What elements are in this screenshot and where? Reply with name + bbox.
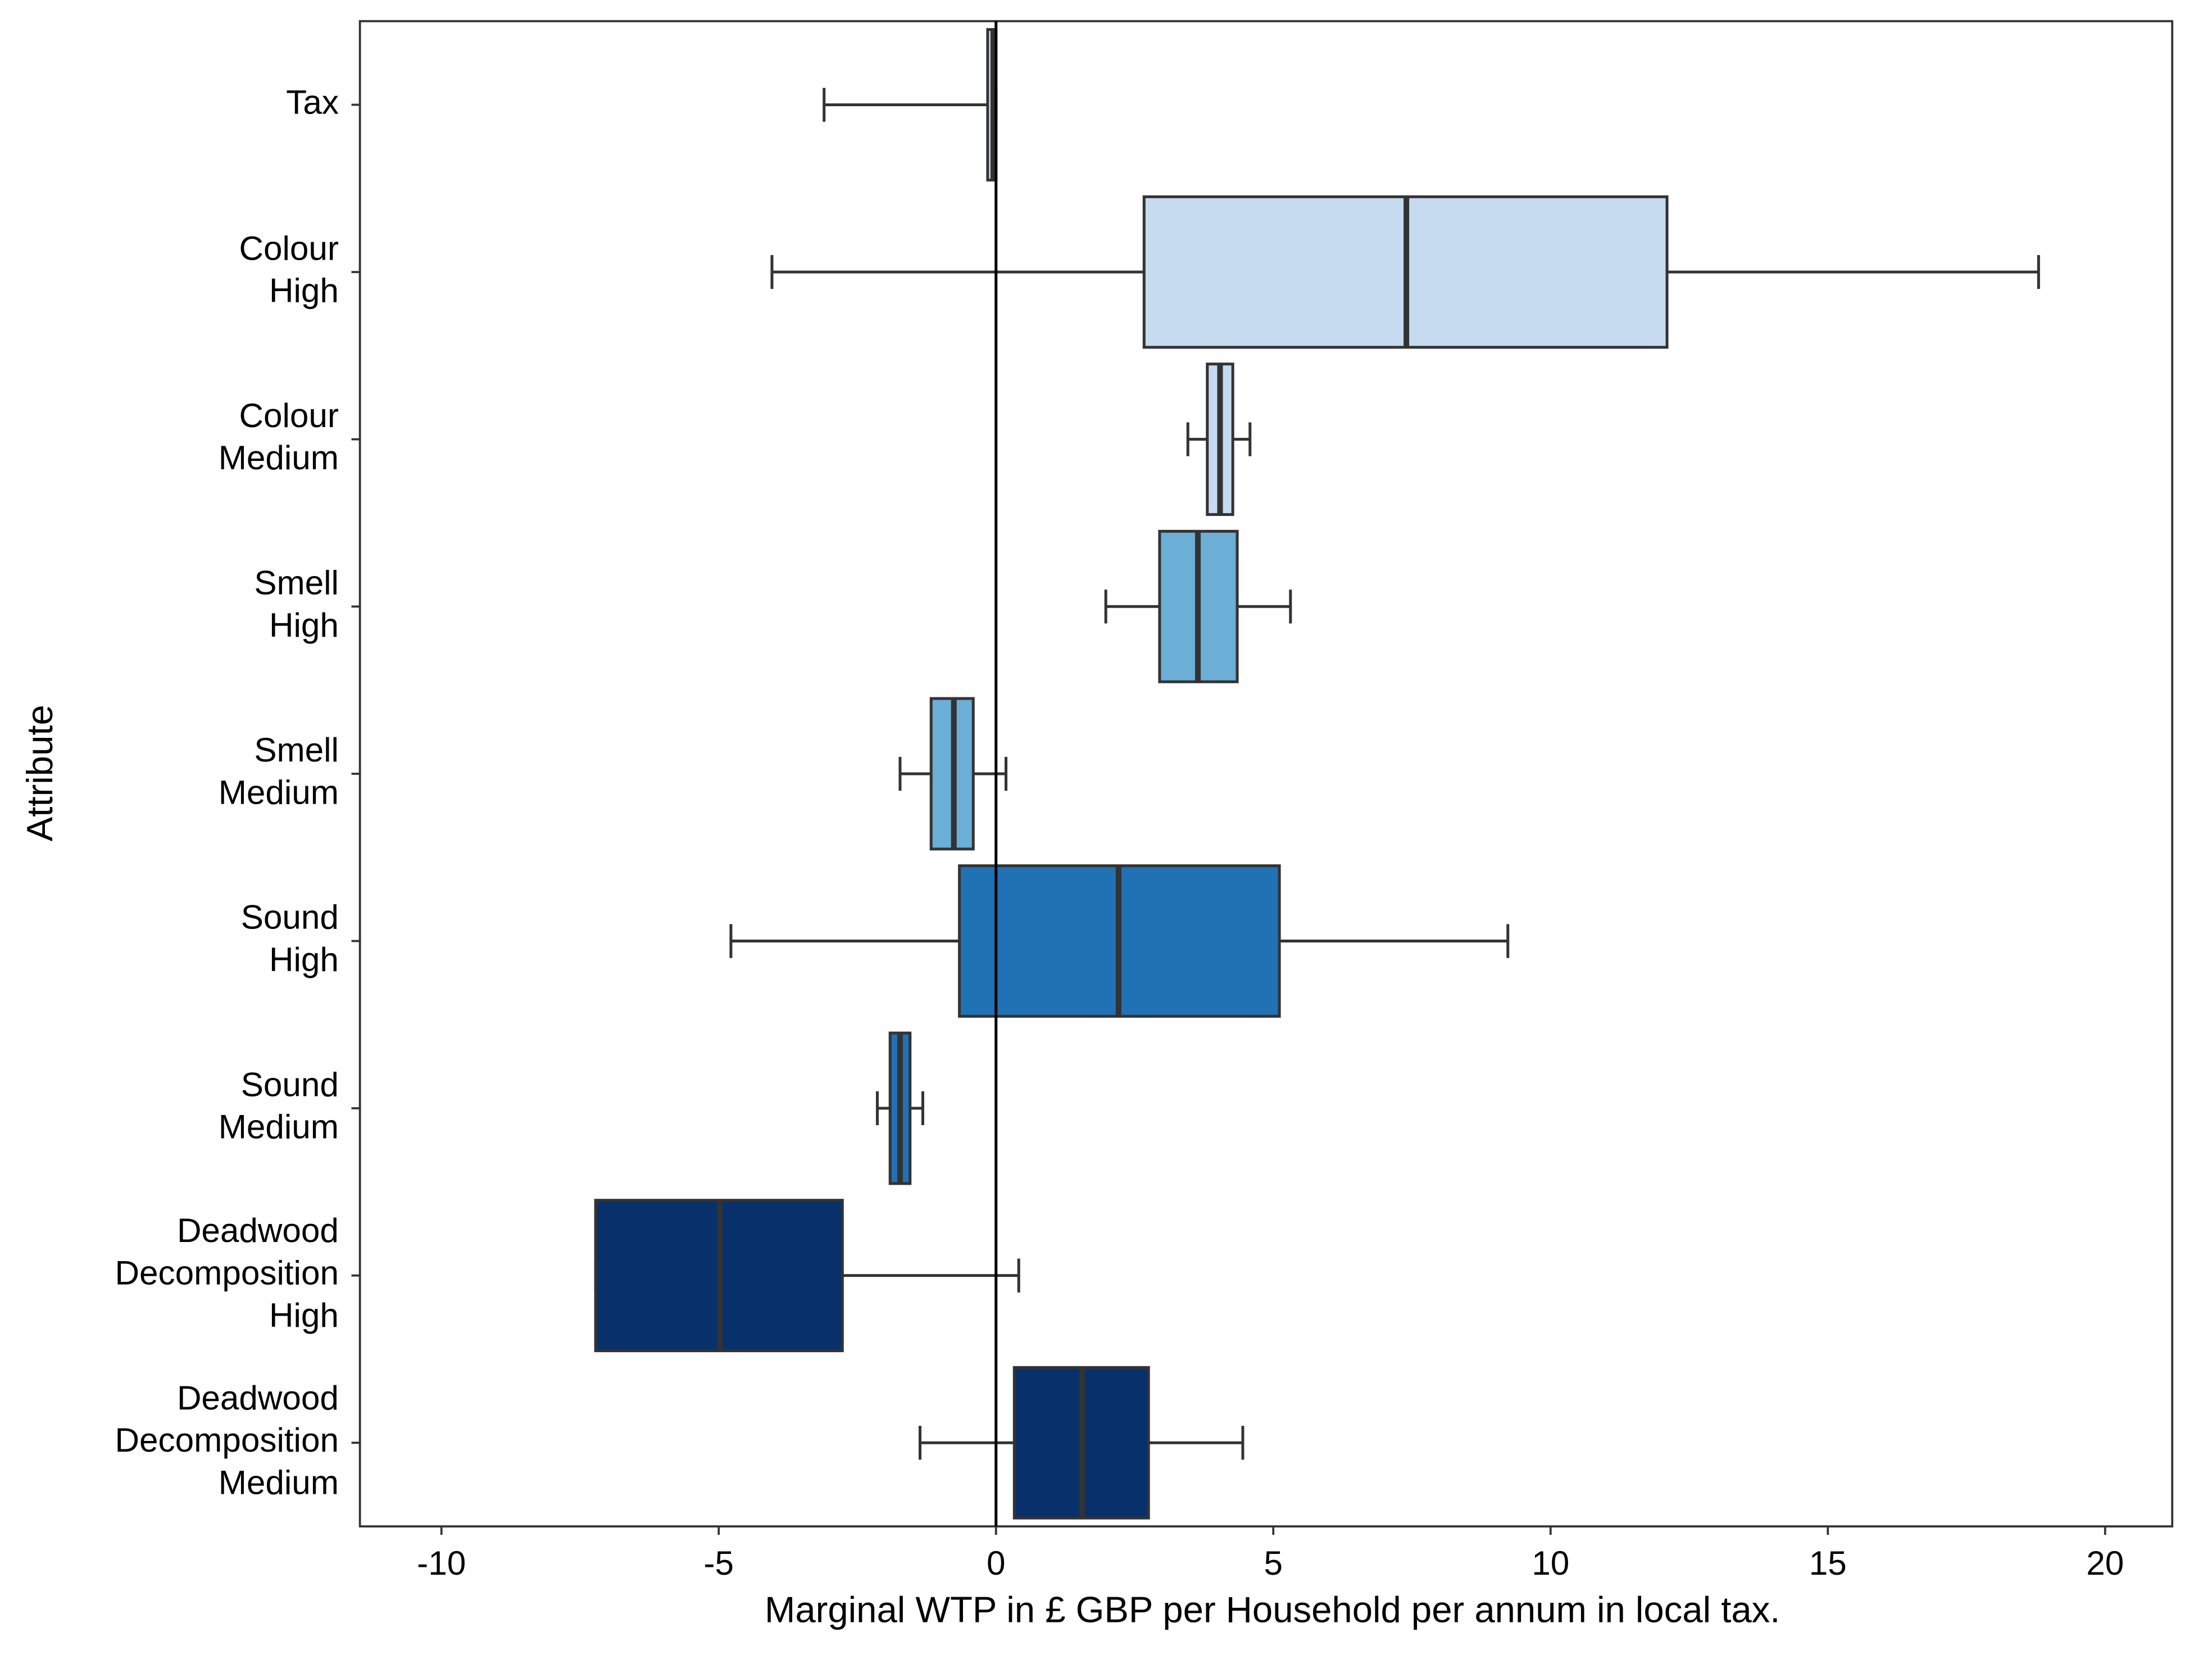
y-tick-label: Medium xyxy=(219,1108,339,1146)
y-tick-label: Sound xyxy=(241,1065,339,1103)
x-tick-label: 5 xyxy=(1264,1544,1283,1582)
y-tick-label: Tax xyxy=(286,83,339,121)
y-tick-label: Deadwood xyxy=(177,1211,339,1249)
y-tick-label: Smell xyxy=(254,564,339,602)
y-tick-label: High xyxy=(269,1296,339,1334)
y-tick-label: Colour xyxy=(239,229,338,267)
y-tick-label: Decomposition xyxy=(115,1421,339,1459)
y-tick-label: High xyxy=(269,271,339,310)
y-tick-label: Deadwood xyxy=(177,1379,339,1417)
x-tick-label: 20 xyxy=(2086,1544,2124,1582)
y-tick-label: High xyxy=(269,940,339,978)
x-tick-label: -10 xyxy=(417,1544,466,1582)
x-tick-label: -5 xyxy=(703,1544,734,1582)
y-tick-label: High xyxy=(269,606,339,644)
x-tick-label: 15 xyxy=(1809,1544,1847,1582)
y-tick-label: Medium xyxy=(219,438,339,477)
y-tick-label: Sound xyxy=(241,898,339,936)
y-tick-label: Smell xyxy=(254,731,339,769)
x-tick-label: 10 xyxy=(1532,1544,1569,1582)
y-tick-label: Medium xyxy=(219,1463,339,1501)
x-axis-label: Marginal WTP in £ GBP per Household per … xyxy=(765,1589,1780,1630)
y-tick-label: Decomposition xyxy=(115,1254,339,1292)
y-tick-label: Medium xyxy=(219,773,339,811)
y-tick-label: Colour xyxy=(239,396,338,434)
x-tick-label: 0 xyxy=(987,1544,1006,1582)
y-axis-label: Attribute xyxy=(19,705,60,841)
